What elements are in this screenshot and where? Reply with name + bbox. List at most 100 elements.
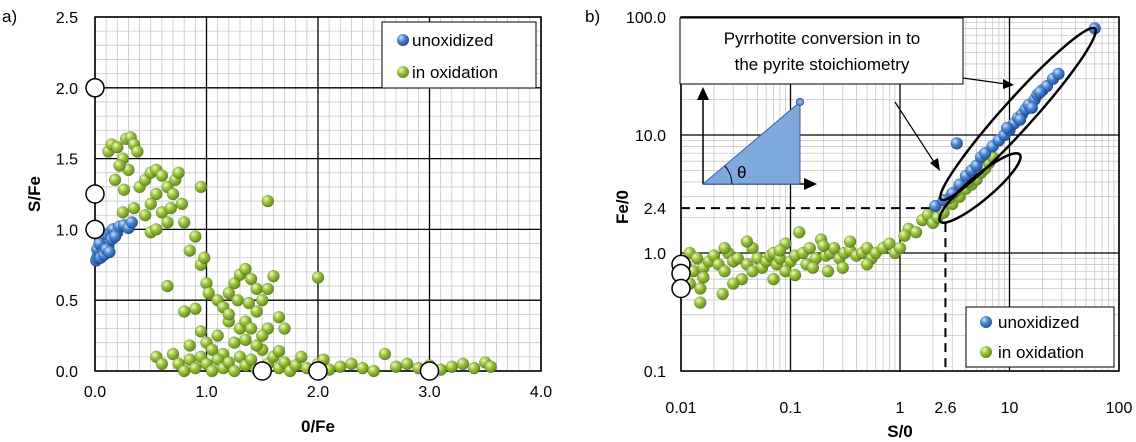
open-marker-a <box>85 78 105 98</box>
data-point-in_oxidation-a <box>267 269 280 283</box>
legend-marker-unoxidized-b <box>980 316 992 328</box>
x-axis-title-a: 0/Fe <box>301 417 335 436</box>
inset-theta-label: θ <box>737 163 746 182</box>
inset-triangle <box>701 100 801 185</box>
data-point-in_oxidation-a <box>256 293 269 307</box>
open-marker-a <box>85 219 105 240</box>
data-point-in_oxidation-a <box>250 305 263 318</box>
callout-arrowhead-2 <box>930 158 940 171</box>
x-tick-label-b: 10 <box>1001 400 1019 417</box>
y-tick-label-a: 1.5 <box>56 152 78 169</box>
data-point-in_oxidation-a <box>177 305 191 318</box>
data-point-unoxidized-b <box>1000 121 1014 135</box>
data-point-in_oxidation-a <box>261 194 275 208</box>
data-point-in_oxidation-a <box>166 187 180 201</box>
x-tick-label-b: 2.6 <box>934 400 956 417</box>
data-point-in_oxidation-a <box>261 282 275 296</box>
open-marker-a <box>419 361 440 381</box>
data-point-in_oxidation-a <box>334 360 347 374</box>
legend-box-a <box>381 21 537 89</box>
y-tick-label-a: 2.0 <box>56 81 78 98</box>
y-tick-label-a: 1.0 <box>56 222 78 239</box>
data-point-in_oxidation-a <box>144 197 157 211</box>
data-point-in_oxidation-a <box>445 360 459 374</box>
legend-box-b <box>965 306 1115 368</box>
data-point-in_oxidation-a <box>311 271 325 284</box>
x-tick-label-b: 0.1 <box>779 400 801 417</box>
data-point-in_oxidation-a <box>164 201 178 215</box>
x-ticks-a: 0.0 1.0 2.0 3.0 4.0 <box>84 384 552 401</box>
data-point-in_oxidation-b <box>788 268 802 282</box>
data-point-in_oxidation-b <box>898 229 911 243</box>
data-point-in_oxidation-a <box>456 357 470 371</box>
open-markers-b <box>671 254 691 299</box>
data-point-in_oxidation-a <box>205 343 219 357</box>
callout-arrowhead-1 <box>1003 79 1014 89</box>
data-point-in_oxidation-b <box>806 261 820 274</box>
inset-point-marker <box>796 98 804 106</box>
data-point-in_oxidation-a <box>117 183 131 197</box>
data-point-in_oxidation-a <box>211 329 224 342</box>
data-point-in_oxidation-b <box>860 258 874 271</box>
data-point-in_oxidation-a <box>202 286 215 300</box>
data-point-in_oxidation-b <box>716 287 729 301</box>
data-point-in_oxidation-a <box>111 141 124 154</box>
data-point-unoxidized-b <box>1025 101 1039 115</box>
data-point-in_oxidation-a <box>189 361 202 375</box>
inset-y-arrowhead <box>697 87 709 100</box>
data-point-in_oxidation-b <box>909 225 923 239</box>
data-point-unoxidized-b <box>1033 86 1047 99</box>
data-point-in_oxidation-a <box>155 357 169 371</box>
data-point-in_oxidation-a <box>345 357 358 371</box>
data-point-in_oxidation-a <box>272 344 286 358</box>
data-point-in_oxidation-b <box>694 282 707 295</box>
callout-arrow-1 <box>962 77 1007 85</box>
data-point-in_oxidation-a <box>244 272 258 286</box>
data-point-in_oxidation-a <box>239 262 252 276</box>
data-point-in_oxidation-a <box>175 197 189 211</box>
data-point-in_oxidation-a <box>231 293 244 307</box>
data-point-in_oxidation-a <box>250 339 263 352</box>
data-point-in_oxidation-b <box>893 241 907 255</box>
data-point-in_oxidation-a <box>194 325 208 338</box>
data-point-in_oxidation-a <box>172 166 185 180</box>
y-tick-label-b: 10.0 <box>635 128 666 145</box>
data-point-in_oxidation-b <box>843 235 857 248</box>
data-point-in_oxidation-a <box>244 353 258 366</box>
callout-line-1: Pyrrhotite conversion in to <box>724 29 921 48</box>
chart-b: b) 0.01 0.1 1 2.6 10 100 0.1 1.0 2.4 10.0 100.0 P… <box>585 7 1132 441</box>
x-tick-label-a: 2.0 <box>307 384 329 401</box>
data-point-in_oxidation-a <box>239 333 252 347</box>
data-point-in_oxidation-a <box>183 339 197 352</box>
data-point-in_oxidation-a <box>222 286 236 300</box>
y-tick-label-a: 0.5 <box>56 293 78 310</box>
inset-schematic: θ <box>697 87 817 190</box>
data-point-in_oxidation-b <box>697 271 710 284</box>
data-point-in_oxidation-a <box>222 308 236 321</box>
x-tick-label-a: 3.0 <box>418 384 440 401</box>
data-point-in_oxidation-a <box>242 296 256 310</box>
data-point-in_oxidation-b <box>718 241 731 255</box>
data-point-in_oxidation-a <box>189 302 202 315</box>
data-point-in_oxidation-a <box>150 187 163 201</box>
data-point-in_oxidation-a <box>367 364 380 378</box>
data-point-in_oxidation-b <box>817 239 830 253</box>
y-tick-label-b: 1.0 <box>644 246 666 263</box>
data-point-in_oxidation-a <box>155 169 169 182</box>
data-point-unoxidized-a <box>108 230 122 243</box>
data-point-in_oxidation-a <box>177 364 191 378</box>
data-point-in_oxidation-a <box>228 364 241 378</box>
data-point-in_oxidation-a <box>189 230 202 243</box>
data-point-in_oxidation-b <box>773 244 787 257</box>
legend-marker-unoxidized-a <box>397 34 409 46</box>
callout-line-2: the pyrite stoichiometry <box>735 55 910 74</box>
open-marker-a <box>308 361 328 381</box>
x-tick-label-a: 0.0 <box>84 384 106 401</box>
y-tick-label-a: 2.5 <box>56 10 78 27</box>
reference-lines-b <box>681 207 947 371</box>
data-point-unoxidized-b <box>1013 113 1027 126</box>
points-a <box>89 131 498 378</box>
y-axis-title-a: S/Fe <box>25 176 44 212</box>
chart-a: a) 0.0 1.0 2.0 3.0 4.0 0.0 0.5 1.0 1.5 2.0 2.5 0/… <box>2 7 552 436</box>
data-point-in_oxidation-a <box>256 329 269 342</box>
